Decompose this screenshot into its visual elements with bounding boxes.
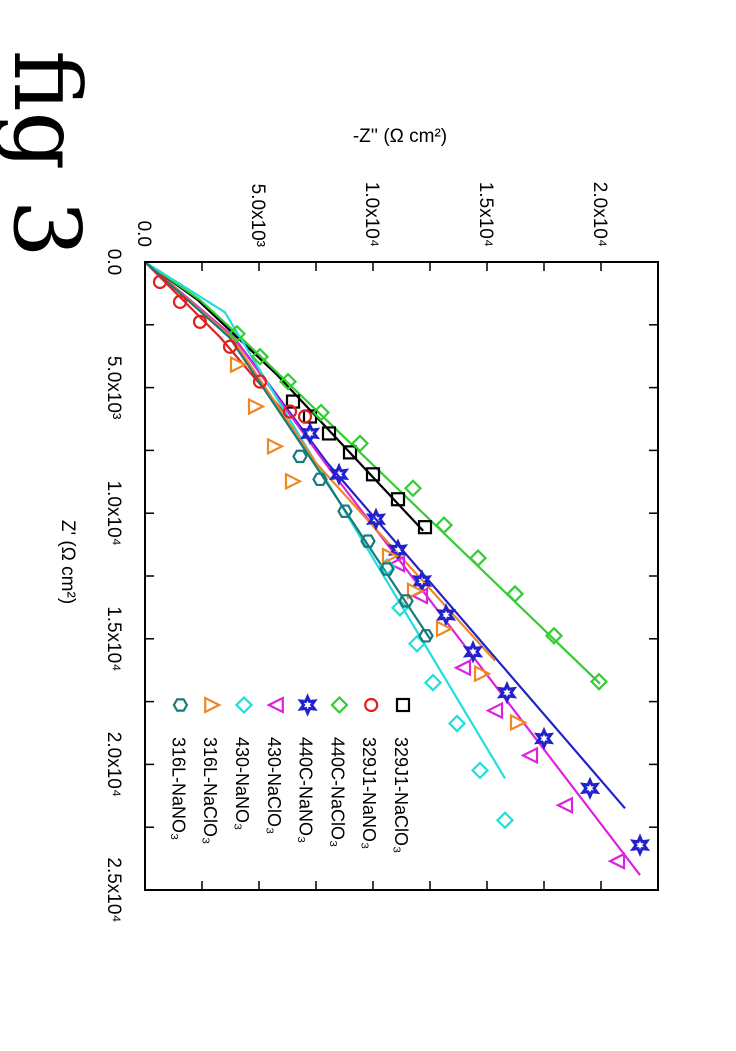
x-tick-label: 2.0x10⁴ (103, 732, 124, 797)
legend-label: 329J1-NaClO₃ (391, 737, 411, 853)
data-point (418, 629, 434, 643)
legend-marker (172, 698, 189, 712)
data-point (337, 504, 353, 518)
data-point (328, 462, 350, 487)
data-point (172, 294, 188, 309)
data-point (485, 701, 504, 720)
data-point (470, 761, 490, 780)
data-point (520, 746, 539, 765)
data-point (365, 467, 381, 482)
legend-marker (204, 696, 222, 714)
data-point (390, 492, 406, 507)
legend-label: 329J1-NaNO₃ (359, 737, 379, 849)
data-point (297, 409, 313, 424)
x-tick-label: 1.0x10⁴ (103, 481, 124, 546)
data-point (509, 713, 528, 732)
data-point (387, 538, 409, 562)
data-point (533, 726, 555, 751)
data-point (435, 603, 457, 627)
data-point (312, 472, 328, 487)
data-point (311, 403, 331, 422)
data-point (250, 347, 270, 366)
data-point (381, 547, 400, 565)
data-point (278, 372, 298, 391)
data-point (555, 796, 574, 815)
legend-label: 316L-NaNO₃ (168, 737, 188, 840)
x-tick-label: 0.0 (103, 249, 124, 275)
y-tick-label: 0.0 (133, 221, 154, 247)
data-point (299, 421, 321, 446)
data-point (411, 569, 433, 593)
y-axis-label: -Z'' (Ω cm²) (353, 126, 447, 147)
data-point (342, 445, 358, 460)
legend-marker (266, 696, 284, 714)
data-point (403, 479, 423, 498)
data-point (192, 314, 208, 329)
data-point (423, 673, 443, 692)
legend-label: 430-NaNO₃ (232, 737, 252, 830)
data-point (589, 672, 609, 691)
legend-marker (364, 697, 379, 713)
legend-label: 316L-NaClO₃ (200, 737, 220, 844)
figure-label: fig 3 (0, 50, 100, 258)
data-point (473, 664, 492, 683)
data-point (284, 472, 303, 491)
data-point (462, 640, 484, 664)
data-point (266, 437, 285, 456)
fit-line (144, 261, 506, 779)
data-point (292, 449, 308, 464)
data-point (468, 549, 488, 568)
x-tick-label: 1.5x10⁴ (103, 606, 124, 671)
data-point (321, 426, 337, 441)
legend-label: 440C-NaNO₃ (296, 737, 316, 843)
data-point (495, 811, 515, 830)
data-point (360, 534, 376, 548)
plot-frame (144, 261, 659, 891)
data-point (453, 658, 472, 677)
legend-marker (234, 695, 254, 715)
data-point (544, 626, 564, 645)
legend-marker (395, 697, 411, 713)
data-point (398, 594, 414, 608)
data-point (365, 507, 387, 531)
data-point (387, 555, 406, 573)
data-point (282, 404, 298, 419)
data-point (417, 520, 433, 535)
legend-marker (297, 693, 318, 717)
data-point (379, 562, 395, 576)
data-point (222, 339, 238, 354)
legend-label: 440C-NaClO₃ (327, 737, 347, 847)
data-point (252, 374, 268, 389)
x-tick-label: 5.0x10³ (103, 356, 124, 419)
data-point (607, 852, 626, 870)
x-axis-label: Z' (Ω cm²) (57, 520, 78, 604)
data-point (390, 598, 410, 617)
legend-marker (330, 695, 349, 715)
data-point (496, 680, 518, 705)
data-point (229, 355, 248, 374)
x-tick-label: 2.5x10⁴ (103, 857, 124, 922)
data-point (152, 274, 168, 290)
y-tick-label: 5.0x10³ (247, 184, 268, 247)
fit-line (144, 261, 601, 685)
data-point (227, 324, 247, 343)
y-tick-label: 1.0x10⁴ (361, 182, 382, 247)
y-tick-label: 2.0x10⁴ (589, 182, 610, 247)
fit-line (144, 261, 496, 662)
legend-label: 430-NaClO₃ (264, 737, 284, 834)
data-point (406, 582, 425, 600)
y-tick-label: 1.5x10⁴ (475, 182, 496, 247)
fit-line (144, 261, 626, 810)
data-point (350, 434, 370, 453)
data-point (447, 714, 467, 733)
data-point (579, 776, 601, 801)
data-point (505, 584, 525, 603)
data-point (435, 620, 454, 638)
data-point (434, 516, 454, 535)
data-point (247, 397, 266, 416)
fit-line (144, 261, 431, 640)
data-point (629, 833, 651, 857)
